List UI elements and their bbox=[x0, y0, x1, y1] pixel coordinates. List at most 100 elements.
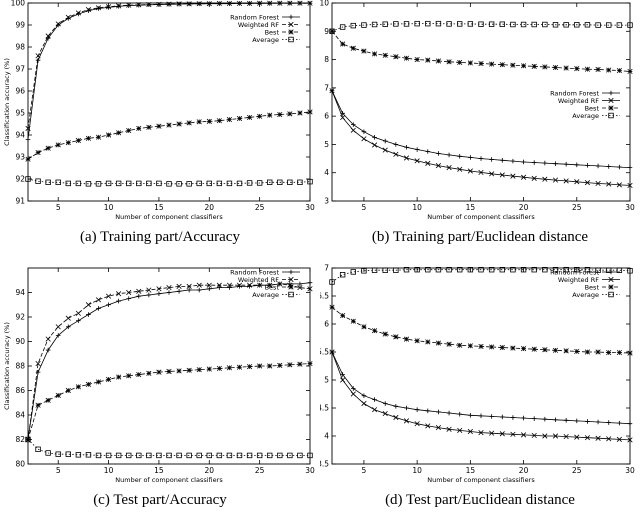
data-point bbox=[436, 409, 441, 415]
data-point bbox=[595, 435, 601, 441]
y-tick-label: 97 bbox=[15, 65, 25, 74]
data-point bbox=[425, 423, 431, 429]
x-axis-label: Number of component classifiers bbox=[115, 213, 223, 221]
data-point bbox=[510, 266, 516, 273]
data-point bbox=[257, 363, 263, 369]
x-tick-label: 15 bbox=[466, 466, 476, 475]
data-point bbox=[425, 57, 431, 63]
data-point bbox=[85, 452, 92, 458]
data-point bbox=[531, 346, 537, 352]
legend-label: Best bbox=[265, 28, 280, 36]
data-point bbox=[489, 414, 494, 419]
data-point bbox=[627, 22, 633, 28]
data-point bbox=[403, 21, 410, 27]
data-point bbox=[627, 437, 633, 443]
data-point bbox=[25, 436, 31, 443]
data-point bbox=[446, 341, 452, 347]
data-point bbox=[226, 452, 233, 459]
data-point bbox=[297, 179, 303, 185]
x-tick-label: 5 bbox=[362, 466, 367, 475]
data-point bbox=[85, 302, 92, 308]
plot-frame bbox=[331, 267, 631, 465]
data-point bbox=[156, 291, 162, 297]
data-point bbox=[499, 414, 505, 420]
data-point bbox=[95, 134, 102, 140]
data-point bbox=[457, 21, 463, 27]
data-point bbox=[616, 22, 623, 28]
legend-label: Weighted RF bbox=[558, 276, 599, 284]
data-point bbox=[403, 336, 410, 342]
x-tick-label: 5 bbox=[56, 203, 61, 212]
data-point bbox=[35, 369, 41, 375]
data-point bbox=[435, 266, 442, 273]
y-tick-label: 10 bbox=[320, 0, 329, 8]
data-point bbox=[563, 65, 569, 71]
x-tick-label: 10 bbox=[412, 466, 422, 475]
data-point bbox=[136, 125, 142, 131]
data-point bbox=[574, 348, 580, 355]
data-point bbox=[166, 290, 172, 295]
data-point bbox=[425, 160, 431, 166]
data-point bbox=[297, 285, 303, 291]
data-point bbox=[446, 410, 452, 416]
x-tick-label: 5 bbox=[362, 203, 367, 212]
y-tick-label: 99 bbox=[15, 21, 25, 30]
data-point bbox=[55, 324, 61, 330]
data-point bbox=[520, 266, 527, 273]
data-point bbox=[467, 21, 474, 27]
y-tick-label: 92 bbox=[15, 175, 25, 184]
data-point bbox=[403, 155, 410, 161]
data-point bbox=[371, 51, 378, 57]
data-point bbox=[489, 61, 495, 67]
data-point bbox=[584, 435, 591, 441]
data-point bbox=[146, 370, 152, 376]
y-tick-label: 80 bbox=[15, 460, 25, 469]
x-tick-label: 25 bbox=[255, 466, 265, 475]
data-point bbox=[176, 181, 182, 187]
data-point bbox=[206, 282, 212, 288]
data-point bbox=[65, 180, 71, 187]
data-point bbox=[256, 452, 263, 459]
y-tick-label: 5 bbox=[324, 140, 329, 149]
data-point bbox=[627, 68, 633, 75]
data-point bbox=[257, 282, 263, 288]
data-point bbox=[287, 0, 293, 6]
series-average bbox=[25, 176, 313, 187]
y-tick-label: 4 bbox=[324, 432, 329, 441]
data-point bbox=[520, 346, 527, 352]
data-point bbox=[35, 178, 41, 184]
legend-marker bbox=[288, 36, 294, 43]
y-tick-label: 3.5 bbox=[320, 460, 329, 469]
x-tick-label: 5 bbox=[56, 466, 61, 475]
data-point bbox=[499, 344, 505, 351]
series-best bbox=[329, 304, 633, 356]
data-point bbox=[595, 163, 601, 169]
data-point bbox=[267, 452, 273, 459]
data-point bbox=[277, 0, 283, 6]
data-point bbox=[307, 280, 313, 285]
y-tick-label: 9 bbox=[324, 27, 329, 36]
data-point bbox=[478, 60, 484, 67]
data-point bbox=[206, 286, 212, 292]
data-point bbox=[45, 397, 51, 403]
series-line bbox=[27, 178, 311, 185]
series-weighted-rf bbox=[25, 281, 313, 443]
data-point bbox=[510, 415, 516, 420]
data-point bbox=[468, 412, 473, 418]
data-point bbox=[563, 418, 569, 423]
data-point bbox=[76, 318, 81, 323]
y-axis-label: Classification accuracy (%) bbox=[3, 322, 11, 410]
data-point bbox=[425, 149, 431, 154]
data-point bbox=[105, 452, 112, 459]
series-best bbox=[25, 109, 313, 162]
data-point bbox=[196, 367, 202, 373]
data-point bbox=[361, 393, 367, 398]
series-line bbox=[331, 23, 630, 32]
data-point bbox=[166, 181, 172, 187]
data-point bbox=[510, 21, 516, 28]
data-point bbox=[156, 452, 162, 459]
x-axis-label: Number of component classifiers bbox=[427, 213, 535, 221]
